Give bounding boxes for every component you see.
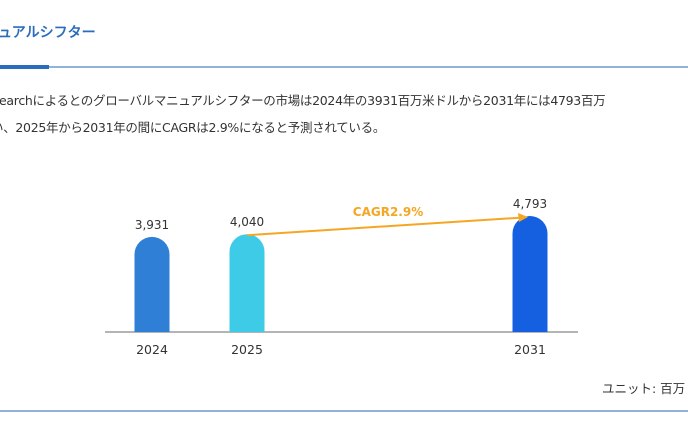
data-label-2024: 3,931: [135, 218, 169, 232]
cagr-label: CAGR2.9%: [353, 205, 423, 219]
description-line-2: い、2025年から2031年の間にCAGRは2.9%になると予測されている。: [0, 120, 386, 135]
unit-label: ユニット: 百万: [602, 381, 686, 396]
bar-2025: [229, 234, 265, 332]
bar-2024: [134, 236, 170, 332]
x-tick-2024: 2024: [136, 342, 168, 357]
cagr-arrow: [246, 216, 521, 237]
active-tab-indicator: [0, 65, 49, 69]
tab-divider: [0, 66, 688, 68]
bar-2031: [512, 216, 548, 332]
x-tick-2025: 2025: [231, 342, 263, 357]
x-tick-2031: 2031: [514, 342, 546, 357]
cagr-arrowhead: [518, 213, 528, 222]
bottom-divider: [0, 410, 688, 412]
description-line-1: earchによるとのグローバルマニュアルシフターの市場は2024年の3931百万…: [0, 93, 606, 108]
section-title: ュアルシフター: [0, 25, 96, 41]
data-label-2031: 4,793: [513, 197, 547, 211]
data-label-2025: 4,040: [230, 215, 264, 229]
